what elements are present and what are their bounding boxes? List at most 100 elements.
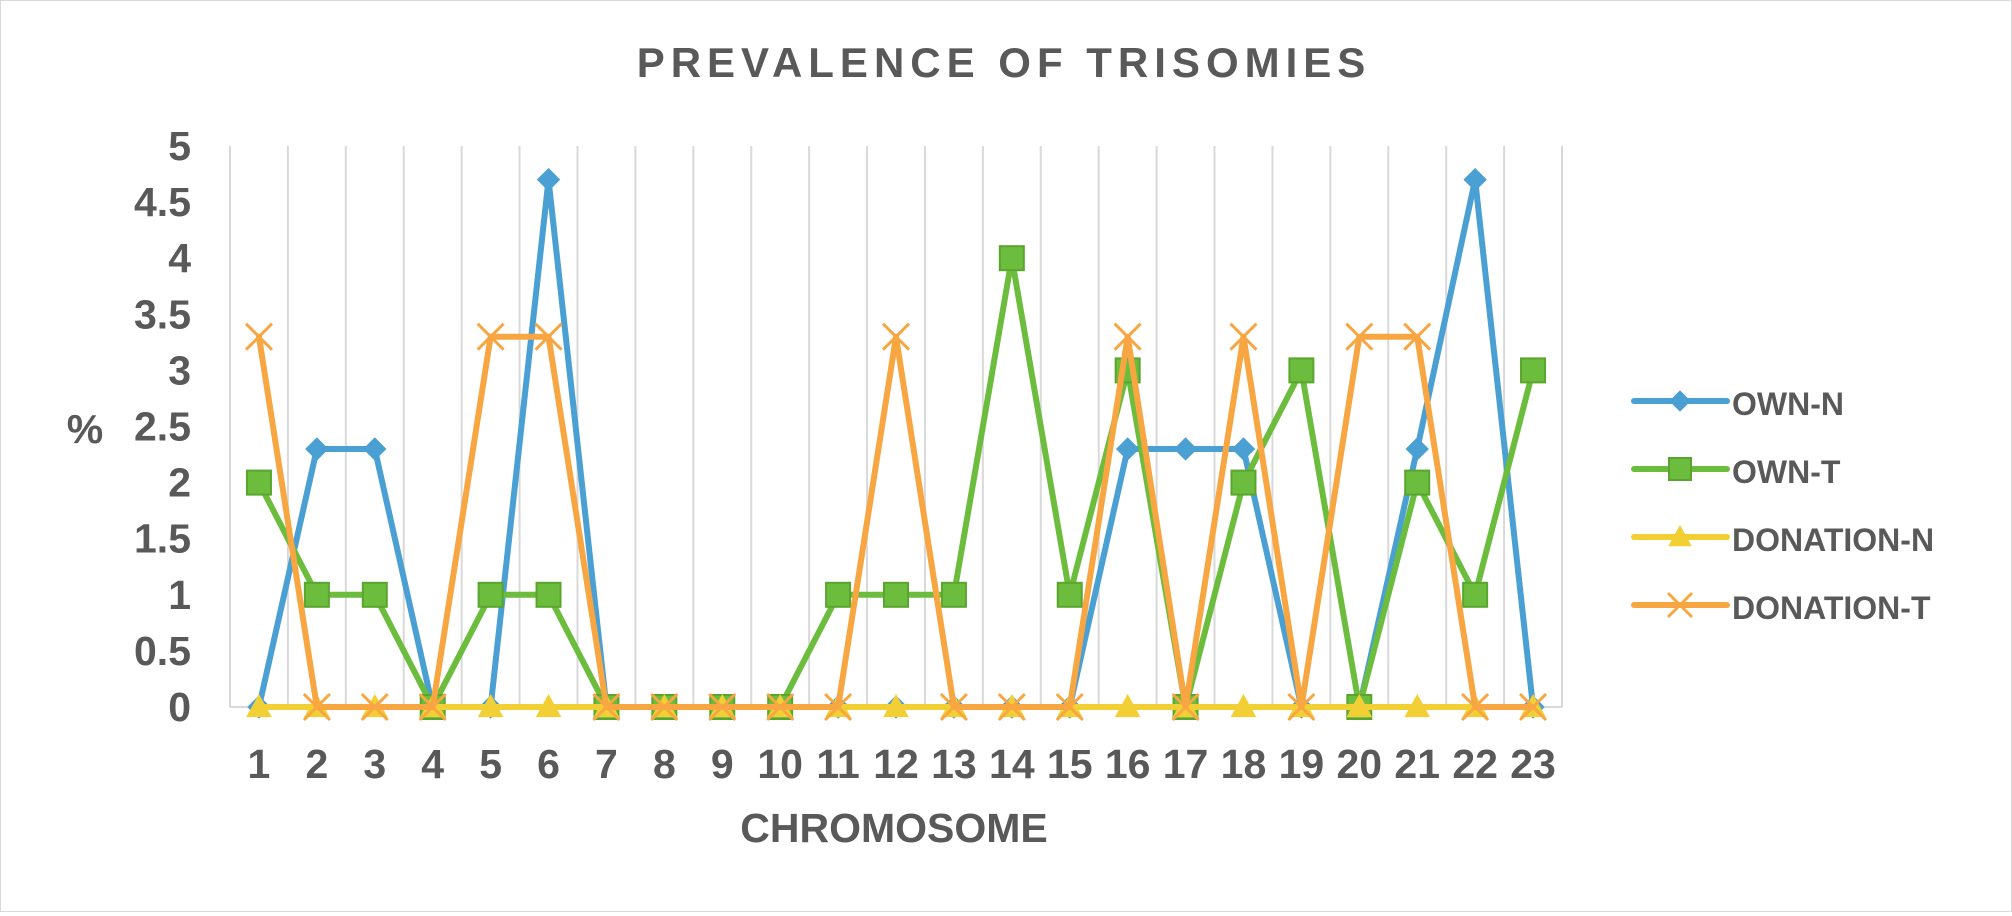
- data-point-donation-n: [1404, 693, 1431, 718]
- y-tick-label: 2.5: [134, 404, 191, 450]
- legend-marker-icon: [1669, 390, 1691, 412]
- legend-marker-icon: [1668, 457, 1692, 481]
- legend-item-donation-t: DONATION-T: [1631, 590, 1931, 626]
- data-point-donation-t: [534, 322, 563, 351]
- data-point-own-t: [883, 581, 909, 608]
- data-point-own-n: [1405, 437, 1429, 461]
- x-tick-label: 18: [1221, 741, 1267, 787]
- x-tick-label: 17: [1163, 741, 1209, 787]
- data-point-own-n: [1463, 167, 1487, 192]
- grid-lines: [229, 146, 1563, 707]
- legend: OWN-N OWN-T DONATION-N DONATION-T: [1631, 386, 1934, 626]
- data-point-own-t: [535, 581, 562, 608]
- x-tick-label: 23: [1510, 741, 1556, 787]
- x-tick-label: 5: [479, 741, 502, 787]
- data-point-own-n: [1173, 437, 1198, 461]
- data-point-donation-t: [939, 692, 968, 722]
- data-point-donation-n: [1114, 693, 1141, 718]
- y-tick-label: 4.5: [134, 179, 191, 225]
- series-line-donation-t: [255, 333, 1537, 710]
- x-axis-label: CHROMOSOME: [740, 805, 1048, 851]
- y-tick-labels: 0 0.5 1 1.5 2 2.5 3 3.5 4 4.5 5: [134, 123, 191, 730]
- data-point-donation-t: [302, 692, 331, 722]
- legend-marker-icon: [1668, 524, 1692, 547]
- data-point-donation-t: [650, 692, 679, 722]
- x-tick-label: 21: [1394, 741, 1440, 787]
- x-tick-labels: 1 2 3 4 5 6 7 8 9 10 11 12 13 14 15 16 17 18 19 20 21 22 23: [248, 741, 1556, 787]
- y-tick-label: 5: [168, 123, 191, 169]
- data-point-own-n: [305, 437, 329, 461]
- x-tick-label: 7: [595, 741, 618, 787]
- data-point-donation-t: [244, 322, 274, 351]
- data-point-own-t: [825, 581, 852, 608]
- data-point-own-t: [1056, 581, 1083, 608]
- data-point-donation-n: [883, 693, 909, 718]
- data-point-donation-t: [1055, 692, 1084, 722]
- legend-item-own-t: OWN-T: [1631, 454, 1841, 490]
- data-point-donation-t: [1403, 322, 1432, 351]
- data-point-donation-t: [1287, 692, 1316, 722]
- x-tick-label: 16: [1105, 741, 1151, 787]
- x-tick-label: 22: [1452, 741, 1498, 787]
- x-tick-label: 19: [1279, 741, 1325, 787]
- data-point-own-t: [1230, 469, 1257, 496]
- data-point-donation-t: [1229, 322, 1258, 351]
- data-point-donation-t: [1518, 692, 1548, 722]
- data-point-own-t: [1520, 357, 1547, 384]
- data-point-donation-t: [476, 322, 505, 351]
- y-axis-label: %: [67, 406, 103, 452]
- legend-item-donation-n: DONATION-N: [1631, 522, 1934, 558]
- chart-title: PREVALENCE OF TRISOMIES: [637, 39, 1372, 86]
- x-tick-label: 13: [931, 741, 977, 787]
- data-point-donation-t: [1171, 692, 1200, 722]
- data-point-donation-n: [1346, 693, 1373, 718]
- x-tick-label: 3: [363, 741, 386, 787]
- data-point-donation-t: [360, 692, 389, 722]
- legend-item-own-n: OWN-N: [1631, 386, 1844, 422]
- series-line-own-t: [255, 255, 1537, 710]
- x-tick-label: 14: [989, 741, 1035, 787]
- data-point-own-t: [361, 581, 388, 608]
- data-point-donation-t: [824, 692, 853, 722]
- data-point-own-t: [1404, 469, 1431, 496]
- data-point-own-n: [363, 437, 387, 461]
- data-point-own-t: [1288, 357, 1315, 384]
- data-point-donation-t: [1113, 322, 1142, 351]
- y-tick-label: 0.5: [134, 628, 191, 674]
- x-tick-label: 12: [873, 741, 919, 787]
- x-tick-label: 8: [653, 741, 676, 787]
- data-point-own-t: [303, 581, 330, 608]
- series-donation-t: [244, 322, 1548, 722]
- x-tick-label: 15: [1047, 741, 1093, 787]
- y-tick-label: 1: [168, 572, 191, 618]
- series-lines: [244, 167, 1548, 722]
- x-tick-label: 2: [305, 741, 328, 787]
- legend-label: OWN-N: [1732, 386, 1844, 422]
- x-tick-label: 10: [757, 741, 803, 787]
- data-point-own-t: [1462, 581, 1489, 608]
- y-tick-label: 4: [168, 235, 191, 281]
- x-tick-label: 4: [421, 741, 444, 787]
- x-tick-label: 20: [1336, 741, 1382, 787]
- data-point-donation-n: [246, 693, 272, 718]
- data-point-donation-t: [418, 692, 447, 722]
- legend-label: OWN-T: [1732, 454, 1841, 490]
- data-point-donation-n: [1230, 693, 1257, 718]
- data-point-own-t: [477, 581, 504, 608]
- legend-marker-icon: [1666, 591, 1694, 619]
- data-point-donation-t: [592, 692, 621, 722]
- legend-label: DONATION-T: [1732, 590, 1931, 626]
- data-point-donation-t: [766, 692, 795, 722]
- x-tick-label: 11: [816, 741, 859, 787]
- y-tick-label: 2: [168, 460, 191, 506]
- y-tick-label: 3: [168, 347, 191, 393]
- data-point-donation-t: [708, 692, 737, 722]
- data-point-donation-t: [1461, 692, 1490, 722]
- data-point-donation-t: [997, 692, 1026, 722]
- data-point-donation-n: [477, 693, 504, 718]
- data-point-own-t: [245, 469, 272, 496]
- data-point-donation-t: [1345, 322, 1374, 351]
- data-point-own-n: [1115, 437, 1140, 461]
